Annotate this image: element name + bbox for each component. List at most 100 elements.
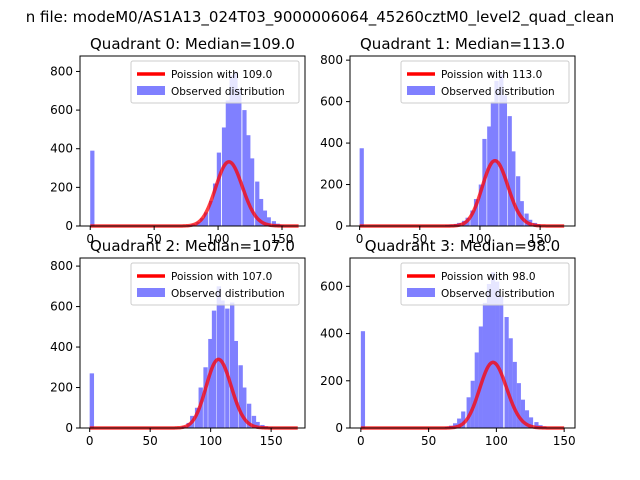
panel-title: Quadrant 1: Median=113.0 (360, 35, 565, 53)
histogram-bar (473, 199, 479, 226)
histogram-bar (246, 403, 252, 428)
axes-frame (79, 257, 306, 429)
histogram-bar (251, 415, 257, 428)
suptitle: n file: modeM0/AS1A13_024T03_9000006064_… (26, 8, 615, 27)
histogram-bar (534, 422, 539, 428)
histogram-bar (194, 407, 200, 428)
histogram-bar (221, 127, 227, 226)
x-tick-label: 100 (199, 434, 222, 448)
histogram-bar (209, 200, 214, 226)
histogram-bar (216, 286, 222, 428)
histogram-bar (237, 88, 242, 226)
y-tick-label: 800 (50, 259, 73, 273)
histogram-bar (200, 218, 205, 226)
histogram-bar (516, 176, 521, 226)
panel-title: Quadrant 0: Median=109.0 (90, 35, 295, 53)
legend-label-observed: Observed distribution (441, 86, 555, 98)
histogram-bar (528, 417, 534, 428)
histogram-bar (486, 283, 492, 428)
y-tick-label: 400 (50, 340, 73, 354)
histogram-bar (457, 418, 462, 428)
legend-label-poisson: Poission with 109.0 (171, 69, 272, 81)
y-tick-label: 600 (320, 95, 343, 109)
legend-label-poisson: Poission with 107.0 (171, 271, 272, 283)
x-tick-label: 150 (553, 434, 576, 448)
histogram-bar (208, 338, 213, 428)
histogram-bar (360, 331, 366, 428)
histogram-bar (359, 148, 364, 226)
legend-box (400, 262, 570, 306)
histogram-bar (508, 338, 513, 428)
y-tick-label: 600 (50, 103, 73, 117)
histogram-bar (250, 158, 255, 226)
histogram-bar (90, 150, 95, 226)
x-tick-label: 100 (468, 232, 491, 246)
histogram-bar (499, 295, 504, 428)
x-tick-label: 50 (412, 232, 427, 246)
x-tick-label: 0 (86, 232, 94, 246)
histogram-bar (211, 310, 217, 428)
histogram-bar (230, 302, 235, 428)
y-tick-label: 600 (50, 300, 73, 314)
histogram-bar (461, 411, 466, 428)
histogram-bar (233, 71, 238, 226)
histogram-bar (266, 217, 271, 226)
legend-label-poisson: Poission with 98.0 (441, 271, 536, 283)
y-tick-label: 400 (320, 136, 343, 150)
axes-frame (79, 55, 306, 227)
histogram-bar (507, 116, 512, 226)
poisson-curve (89, 357, 299, 430)
panel-title: Quadrant 3: Median=98.0 (365, 237, 560, 255)
legend-patch-swatch (407, 86, 435, 95)
y-tick-label: 800 (320, 53, 343, 67)
histogram-bar (482, 302, 488, 428)
histogram-bar (478, 184, 483, 226)
y-tick-label: 0 (335, 421, 343, 435)
y-tick-label: 200 (50, 381, 73, 395)
x-tick-label: 100 (485, 434, 508, 448)
histogram-bar (524, 213, 529, 226)
histogram-bar (212, 183, 218, 226)
histogram-bar (487, 126, 492, 226)
histogram-bar (495, 281, 500, 428)
axes-frame (349, 257, 576, 429)
x-tick-label: 50 (143, 434, 158, 448)
x-tick-label: 0 (86, 434, 94, 448)
x-tick-label: 50 (147, 232, 162, 246)
histogram-bar (204, 212, 209, 226)
legend-box (130, 60, 300, 104)
x-tick-label: 50 (421, 434, 436, 448)
histogram-bar (490, 272, 496, 428)
y-tick-label: 0 (65, 421, 73, 435)
histogram-bar (519, 201, 524, 226)
histogram-bar (238, 365, 243, 428)
histogram-bar (225, 308, 230, 428)
histogram-bar (516, 383, 521, 428)
histogram-bar (512, 361, 517, 428)
x-tick-label: 100 (207, 232, 230, 246)
histogram-bar (474, 352, 479, 428)
histogram-bar (242, 387, 247, 428)
histogram-bar (271, 221, 276, 226)
histogram-bar (524, 410, 530, 428)
panel-title: Quadrant 2: Median=107.0 (90, 237, 295, 255)
y-tick-label: 400 (320, 327, 343, 341)
legend-patch-swatch (407, 288, 435, 297)
histogram-bar (262, 210, 268, 226)
y-tick-label: 200 (50, 180, 73, 194)
x-tick-label: 150 (260, 434, 283, 448)
y-tick-label: 400 (50, 142, 73, 156)
histogram-bar (203, 367, 208, 428)
histogram-bar (229, 75, 234, 227)
legend-label-poisson: Poission with 113.0 (441, 69, 542, 81)
histogram-bar (494, 80, 499, 226)
legend-label-observed: Observed distribution (171, 86, 285, 98)
x-tick-label: 150 (271, 232, 294, 246)
poisson-curve (89, 160, 300, 228)
axes-frame (349, 55, 576, 227)
x-tick-label: 150 (529, 232, 552, 246)
histogram-bar (499, 74, 504, 226)
panel-quadrant-3: 0 50 100 150 0 200 400 600 Quadrant 3: Median=98… (320, 237, 576, 448)
histogram-bar (478, 326, 483, 428)
